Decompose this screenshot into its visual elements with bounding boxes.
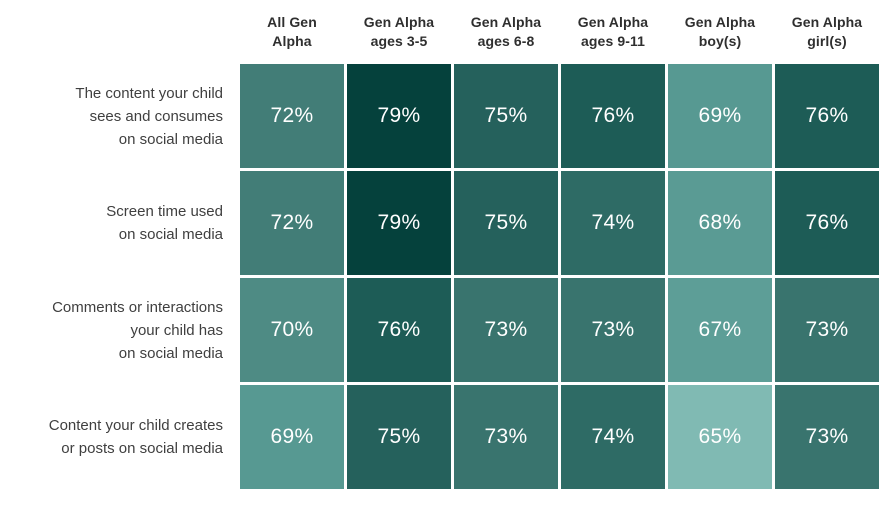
column-header-line2: ages 9-11 xyxy=(581,32,645,49)
heatmap-cell: 75% xyxy=(347,385,451,489)
heatmap-cell-value: 69% xyxy=(270,425,314,448)
row-label-line: Content your child creates xyxy=(48,417,223,434)
row-label-line: on social media xyxy=(118,344,223,362)
heatmap-cell-value: 67% xyxy=(698,318,742,341)
heatmap-cell-value: 72% xyxy=(270,104,314,127)
row-label: The content your child sees and consumes o… xyxy=(1,64,237,168)
heatmap-cell: 73% xyxy=(454,278,558,382)
heatmap-cell: 72% xyxy=(240,171,344,275)
column-header: Gen Alpha ages 6-8 xyxy=(454,2,558,61)
heatmap-cell: 75% xyxy=(454,171,558,275)
row-label-line: or posts on social media xyxy=(61,440,223,457)
column-header-line1: Gen Alpha xyxy=(684,13,756,30)
heatmap-cell-value: 65% xyxy=(698,425,742,448)
heatmap-cell: 79% xyxy=(347,64,451,168)
row-label-line: Screen time used xyxy=(106,203,223,220)
column-header: Gen Alpha ages 3-5 xyxy=(347,2,451,61)
row-label-line: your child has xyxy=(130,321,223,339)
column-header-line1: All Gen xyxy=(267,13,317,30)
column-header-line2: boy(s) xyxy=(698,32,742,49)
column-header-line1: Gen Alpha xyxy=(363,13,435,30)
heatmap-cell: 68% xyxy=(668,171,772,275)
column-header: Gen Alpha boy(s) xyxy=(668,2,772,61)
row-label-line: The content your child xyxy=(75,84,223,102)
heatmap-cell-value: 73% xyxy=(805,425,849,448)
heatmap-cell: 79% xyxy=(347,171,451,275)
heatmap-cell-value: 73% xyxy=(484,318,528,341)
corner-spacer xyxy=(1,2,237,61)
heatmap-cell-value: 73% xyxy=(805,318,849,341)
heatmap-cell-value: 79% xyxy=(377,211,421,234)
heatmap-cell: 73% xyxy=(775,278,879,382)
column-header: All Gen Alpha xyxy=(240,2,344,61)
heatmap-cell-value: 76% xyxy=(805,211,849,234)
heatmap-cell-value: 74% xyxy=(591,425,635,448)
heatmap-cell: 75% xyxy=(454,64,558,168)
heatmap-cell-value: 76% xyxy=(805,104,849,127)
heatmap-cell-value: 76% xyxy=(591,104,635,127)
column-header-line1: Gen Alpha xyxy=(470,13,542,30)
heatmap-cell: 74% xyxy=(561,385,665,489)
heatmap-cell: 69% xyxy=(668,64,772,168)
heatmap-cell-value: 75% xyxy=(484,211,528,234)
heatmap-cell-value: 74% xyxy=(591,211,635,234)
heatmap-cell: 74% xyxy=(561,171,665,275)
column-header-line1: Gen Alpha xyxy=(577,13,649,30)
heatmap-cell-value: 73% xyxy=(484,425,528,448)
heatmap-cell-value: 76% xyxy=(377,318,421,341)
heatmap-cell-value: 73% xyxy=(591,318,635,341)
heatmap-cell: 73% xyxy=(775,385,879,489)
heatmap-cell: 67% xyxy=(668,278,772,382)
column-header-line2: ages 3-5 xyxy=(370,32,428,49)
heatmap-cell-value: 69% xyxy=(698,104,742,127)
heatmap-cell: 69% xyxy=(240,385,344,489)
row-label: Content your child creates or posts on so… xyxy=(1,385,237,489)
row-label-line: sees and consumes xyxy=(89,107,223,125)
column-header: Gen Alpha girl(s) xyxy=(775,2,879,61)
heatmap-cell: 76% xyxy=(347,278,451,382)
heatmap-cell: 72% xyxy=(240,64,344,168)
row-label-line: on social media xyxy=(118,130,223,148)
heatmap-cell: 73% xyxy=(561,278,665,382)
column-header-line2: ages 6-8 xyxy=(477,32,535,49)
heatmap-cell: 65% xyxy=(668,385,772,489)
column-header-line2: girl(s) xyxy=(807,32,847,49)
row-label-line: on social media xyxy=(118,226,223,243)
heatmap-cell-value: 75% xyxy=(484,104,528,127)
heatmap-cell-value: 68% xyxy=(698,211,742,234)
heatmap-cell-value: 79% xyxy=(377,104,421,127)
heatmap-cell-value: 72% xyxy=(270,211,314,234)
heatmap-cell: 76% xyxy=(775,171,879,275)
row-label: Screen time used on social media xyxy=(1,171,237,275)
heatmap-cell-value: 75% xyxy=(377,425,421,448)
heatmap-cell: 73% xyxy=(454,385,558,489)
heatmap-cell: 76% xyxy=(561,64,665,168)
column-header-line1: Gen Alpha xyxy=(791,13,863,30)
column-header: Gen Alpha ages 9-11 xyxy=(561,2,665,61)
heatmap-cell: 70% xyxy=(240,278,344,382)
column-header-line2: Alpha xyxy=(272,32,312,49)
heatmap-cell: 76% xyxy=(775,64,879,168)
heatmap-grid: All Gen Alpha Gen Alpha ages 3-5 Gen Alpha ag… xyxy=(1,2,879,489)
row-label: Comments or interactions your child has on… xyxy=(1,278,237,382)
heatmap-cell-value: 70% xyxy=(270,318,314,341)
row-label-line: Comments or interactions xyxy=(52,298,223,316)
